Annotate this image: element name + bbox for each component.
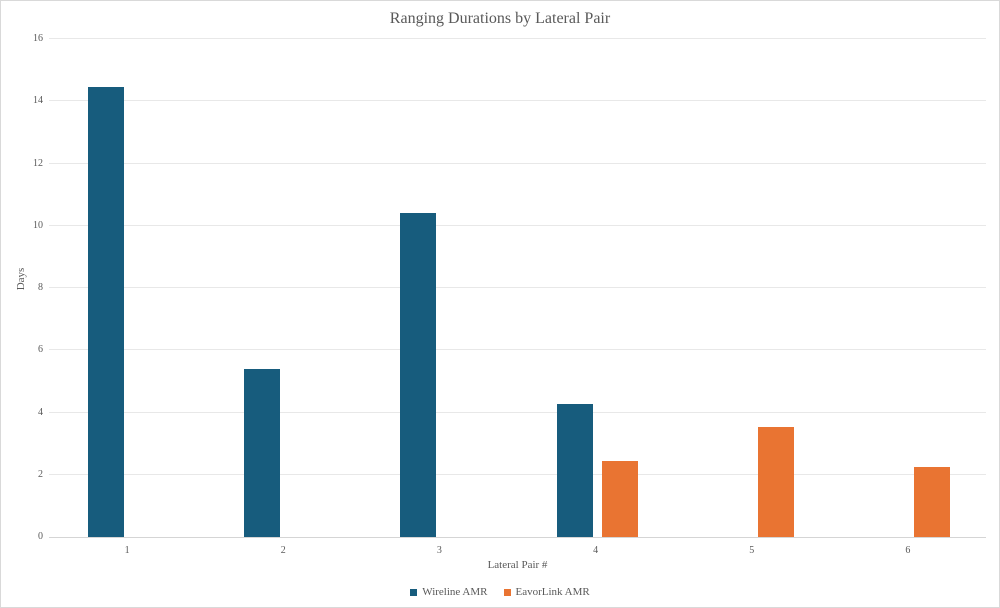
y-tick-label-6: 6 (38, 344, 43, 356)
x-tick-label-2: 2 (280, 545, 286, 556)
bar-wireline-amr-pair-1 (88, 87, 125, 537)
y-tick-label-0: 0 (38, 531, 43, 542)
x-tick-label-1: 1 (124, 545, 130, 556)
legend-item-eavorlink-amr: EavorLink AMR (503, 586, 590, 598)
legend-label: Wireline AMR (422, 586, 488, 598)
y-tick-label-8: 8 (38, 282, 43, 293)
bar-eavorlink-amr-pair-4 (601, 461, 638, 537)
y-tick-label-10: 10 (33, 219, 43, 231)
gridline-y-14 (49, 100, 986, 102)
y-tick-label-2: 2 (38, 468, 43, 480)
chart-title: Ranging Durations by Lateral Pair (389, 10, 611, 27)
bar-eavorlink-amr-pair-5 (757, 426, 794, 537)
gridline-y-12 (49, 162, 986, 164)
y-tick-label-14: 14 (33, 95, 43, 107)
gridline-y-6 (49, 349, 986, 351)
legend-item-wireline-amr: Wireline AMR (410, 586, 488, 598)
y-tick-label-16: 16 (33, 33, 43, 44)
x-tick-label-4: 4 (593, 545, 599, 556)
bar-wireline-amr-pair-3 (400, 213, 437, 537)
legend-label: EavorLink AMR (515, 586, 590, 598)
gridline-y-4 (49, 411, 986, 413)
x-axis-title: Lateral Pair # (487, 559, 548, 571)
bar-eavorlink-amr-pair-6 (913, 466, 950, 537)
legend-swatch-icon (410, 588, 418, 596)
plot-area (49, 38, 986, 538)
gridline-y-8 (49, 287, 986, 288)
x-tick-label-3: 3 (436, 545, 442, 556)
legend: Wireline AMR EavorLink AMR (1, 586, 999, 598)
bar-wireline-amr-pair-4 (556, 404, 593, 537)
gridline-y-10 (49, 224, 986, 226)
x-tick-label-6: 6 (905, 545, 911, 556)
legend-swatch-icon (503, 588, 511, 596)
y-tick-label-4: 4 (38, 406, 43, 418)
y-tick-label-12: 12 (33, 157, 43, 169)
bar-wireline-amr-pair-2 (244, 368, 281, 537)
gridline-y-16 (49, 38, 986, 39)
gridline-y-2 (49, 473, 986, 475)
x-tick-label-5: 5 (749, 545, 755, 556)
